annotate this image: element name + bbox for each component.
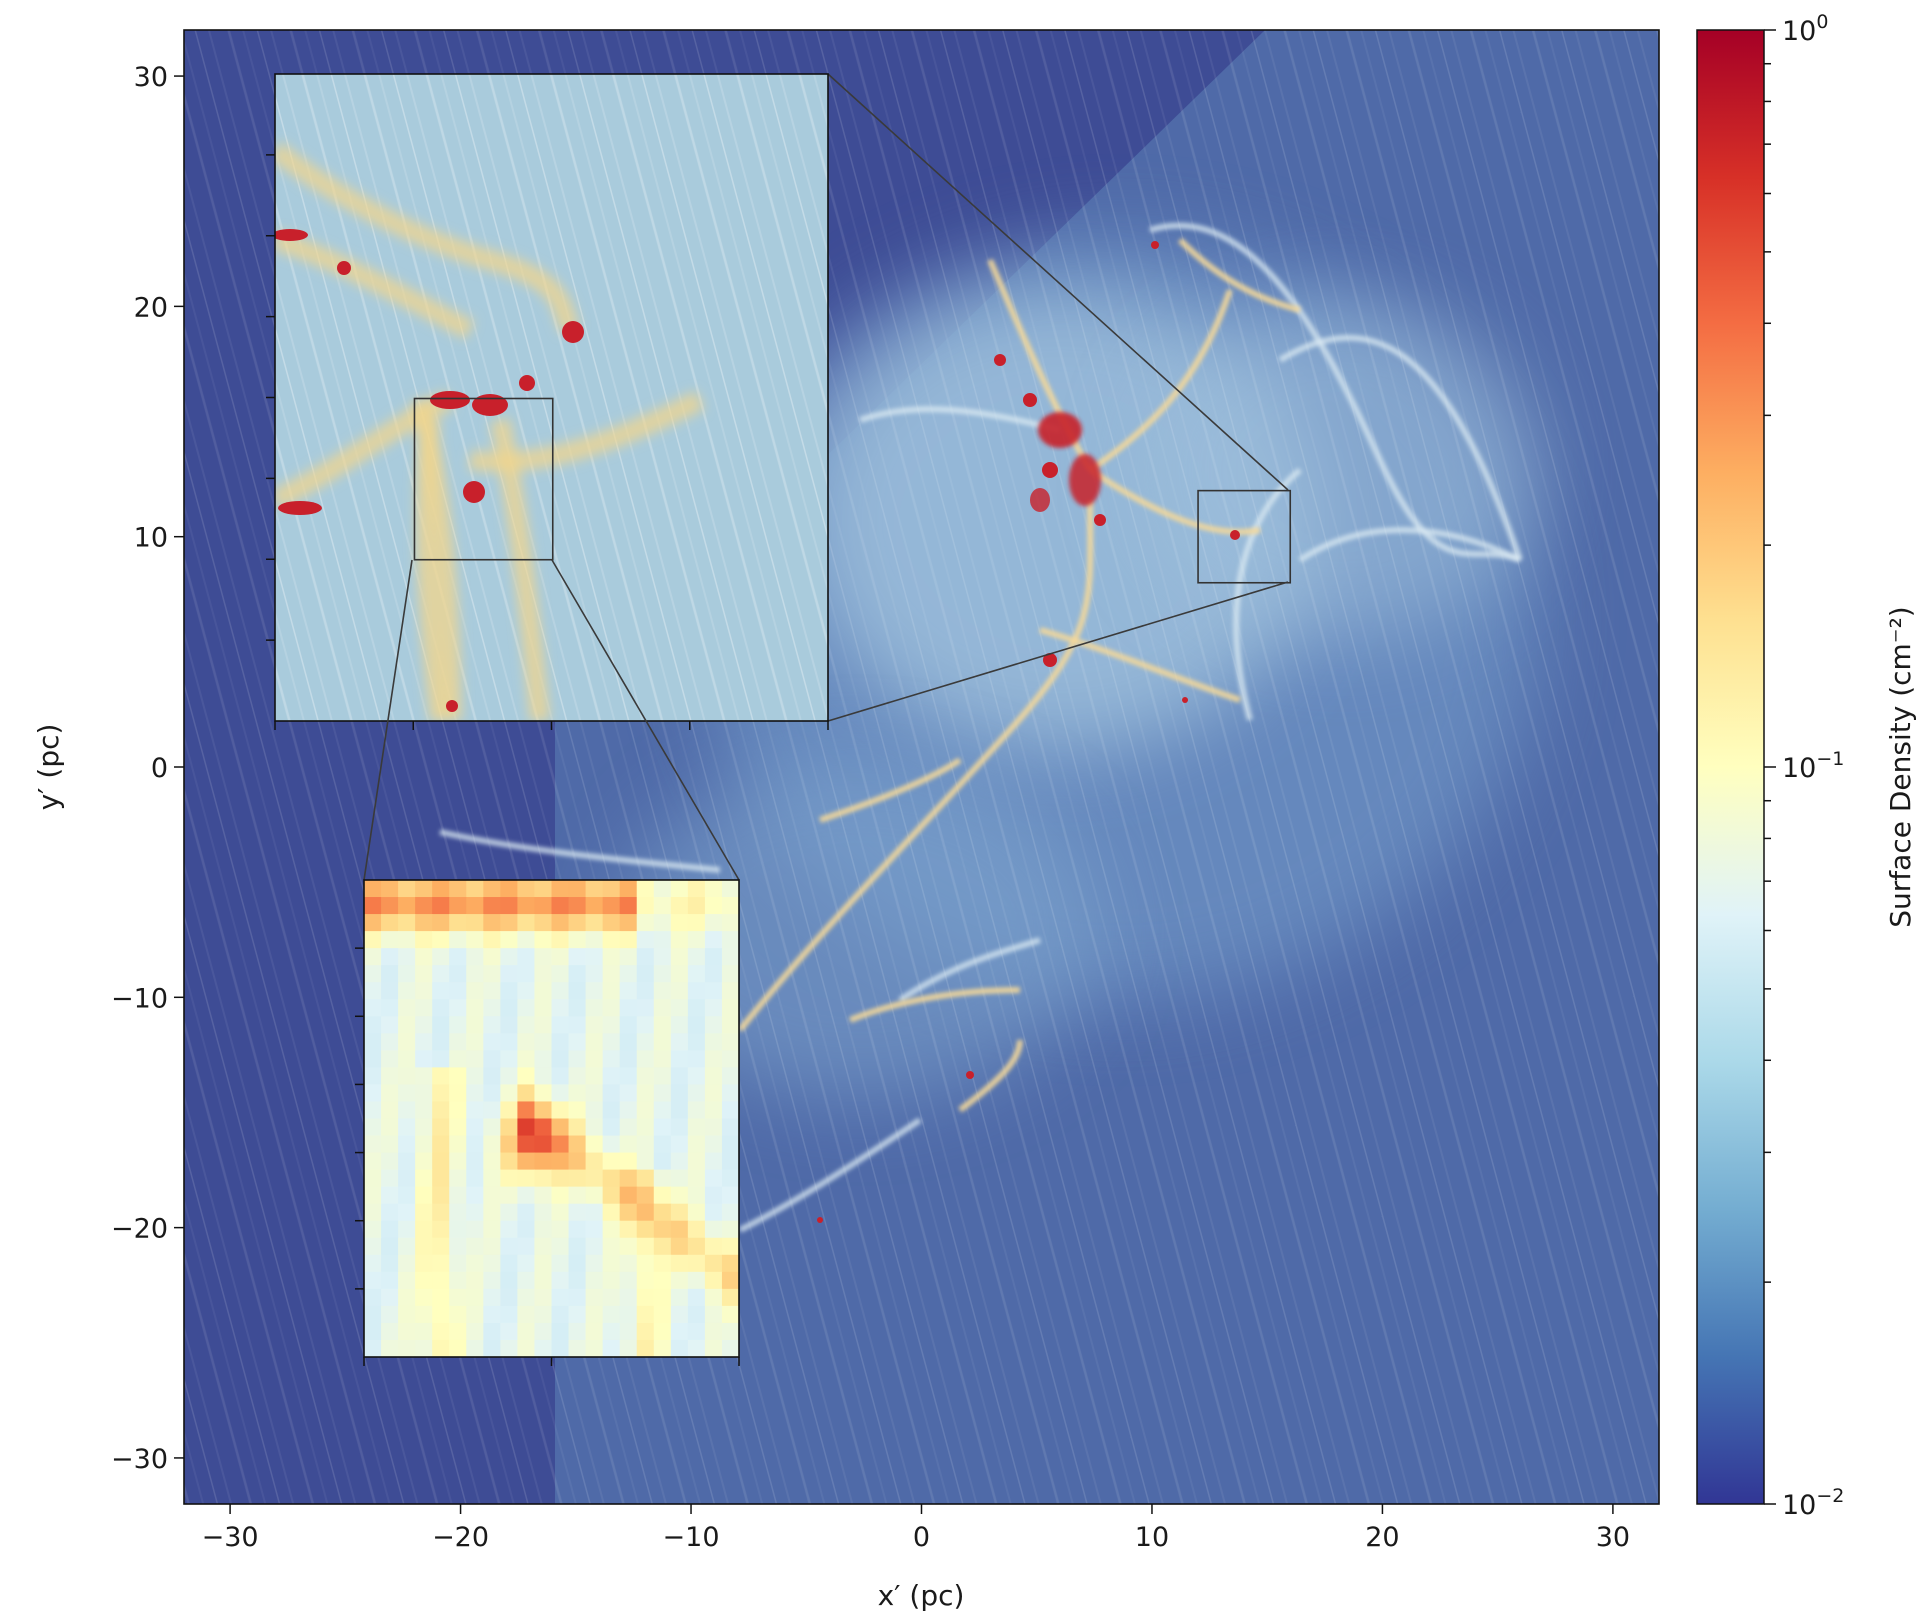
inset-zoom-2 — [355, 879, 740, 1366]
colorbar-tick-base: 10 — [1782, 753, 1816, 784]
y-tick-label: −20 — [111, 1214, 168, 1245]
inset-zoom-region-box — [413, 397, 554, 561]
zoom-region-box — [1197, 489, 1292, 584]
y-tick-label: 10 — [134, 523, 168, 554]
y-axis-label: y′ (pc) — [32, 724, 65, 811]
warm-filaments — [737, 237, 1301, 1113]
x-tick-label: −10 — [663, 1522, 720, 1553]
x-tick-label: −30 — [202, 1522, 259, 1553]
inset1-connector-bottom — [827, 581, 1289, 722]
y-tick-label: 0 — [151, 753, 168, 784]
colorbar-tick-label: 100 — [1782, 11, 1828, 47]
inset1-connector-top — [827, 73, 1289, 491]
x-axis-ticks: −30 −20 −10 0 10 20 30 — [202, 1504, 1630, 1553]
colorbar-tick-base: 10 — [1782, 16, 1816, 47]
colorbar-tick-exponent: −1 — [1816, 748, 1844, 770]
x-tick-label: 20 — [1365, 1522, 1399, 1553]
x-tick-label: −20 — [432, 1522, 489, 1553]
x-tick-label: 10 — [1135, 1522, 1169, 1553]
y-tick-label: 20 — [134, 292, 168, 323]
inset2-connector-right — [551, 559, 740, 881]
colorbar-tick-base: 10 — [1782, 1490, 1816, 1521]
x-axis-label: x′ (pc) — [878, 1579, 965, 1612]
x-tick-label: 30 — [1596, 1522, 1630, 1553]
inset-zoom-1 — [266, 73, 829, 730]
colorbar-tick-label: 10−2 — [1782, 1485, 1844, 1521]
inset2-connector-left — [363, 559, 413, 881]
colorbar-tick-label: 10−1 — [1782, 748, 1844, 784]
y-tick-label: 30 — [134, 62, 168, 93]
y-axis-ticks: −30 −20 −10 0 10 20 30 — [111, 62, 184, 1475]
x-tick-label: 0 — [913, 1522, 930, 1553]
wisp-filaments — [439, 222, 1523, 1233]
colorbar-tick-exponent: 0 — [1816, 11, 1828, 33]
y-tick-label: −30 — [111, 1444, 168, 1475]
inset1-cores — [275, 229, 584, 712]
y-tick-label: −10 — [111, 983, 168, 1014]
colorbar-tick-exponent: −2 — [1816, 1485, 1844, 1507]
dense-cores — [817, 241, 1240, 1223]
colorbar-bar — [1697, 30, 1764, 1504]
colorbar-label: Surface Density (cm⁻²) — [1884, 606, 1917, 927]
